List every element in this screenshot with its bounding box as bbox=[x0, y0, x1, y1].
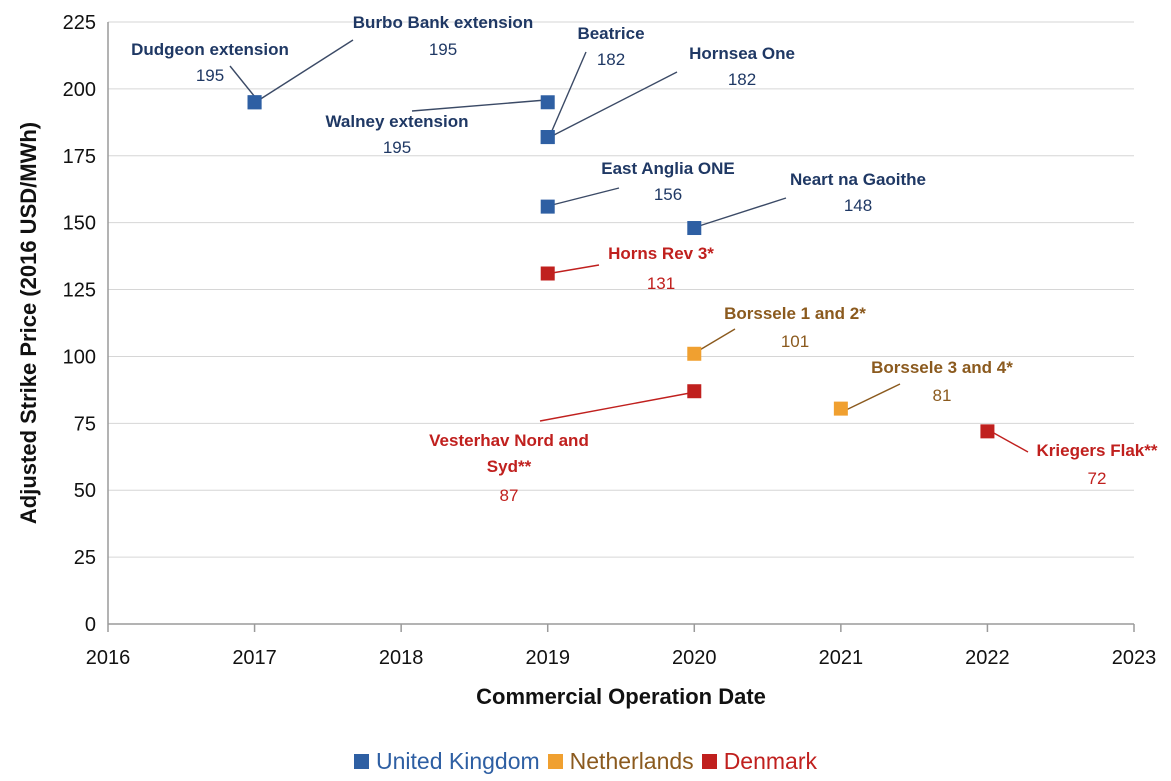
leader-line bbox=[229, 65, 256, 98]
leader-line bbox=[991, 431, 1029, 453]
leader-line bbox=[551, 71, 678, 137]
y-tick-label: 100 bbox=[63, 346, 96, 368]
legend-swatch bbox=[701, 754, 717, 769]
point-value-label: 195 bbox=[429, 40, 457, 59]
data-point bbox=[833, 401, 848, 416]
point-value-label: 182 bbox=[597, 50, 625, 69]
point-label: Burbo Bank extension bbox=[353, 13, 533, 32]
point-label: Kriegers Flak** bbox=[1037, 441, 1158, 460]
leader-line bbox=[845, 383, 901, 411]
y-tick-label: 0 bbox=[85, 614, 96, 636]
point-label: East Anglia ONE bbox=[601, 159, 735, 178]
data-point bbox=[687, 221, 702, 236]
point-label: Borssele 1 and 2* bbox=[724, 304, 866, 323]
legend-label: United Kingdom bbox=[376, 748, 540, 774]
point-value-label: 195 bbox=[196, 66, 224, 85]
x-tick-label: 2018 bbox=[379, 647, 424, 669]
x-tick-label: 2016 bbox=[86, 647, 131, 669]
leader-line bbox=[551, 187, 620, 206]
y-tick-label: 200 bbox=[63, 79, 96, 101]
point-value-label: 195 bbox=[383, 138, 411, 157]
x-tick-label: 2022 bbox=[965, 647, 1010, 669]
point-label: Borssele 3 and 4* bbox=[871, 358, 1013, 377]
point-label-line: Syd** bbox=[487, 457, 532, 476]
point-label: Beatrice bbox=[577, 24, 644, 43]
data-point bbox=[687, 384, 702, 399]
legend: United Kingdom Netherlands Denmark bbox=[0, 748, 1171, 775]
y-axis-title: Adjusted Strike Price (2016 USD/MWh) bbox=[16, 122, 41, 524]
x-tick-label: 2020 bbox=[672, 647, 717, 669]
point-value-label: 148 bbox=[844, 196, 872, 215]
point-value-label: 81 bbox=[933, 386, 952, 405]
point-label: Vesterhav Nord and Syd** bbox=[429, 431, 589, 476]
point-label: Neart na Gaoithe bbox=[790, 170, 926, 189]
legend-item: United Kingdom bbox=[354, 748, 540, 775]
y-tick-label: 75 bbox=[74, 413, 96, 435]
leader-line bbox=[698, 197, 787, 227]
legend-label: Denmark bbox=[723, 748, 817, 774]
point-label: Dudgeon extension bbox=[131, 40, 289, 59]
x-axis-title: Commercial Operation Date bbox=[476, 684, 766, 709]
data-point bbox=[540, 266, 555, 281]
x-tick-label: 2019 bbox=[525, 647, 570, 669]
leader-line bbox=[258, 39, 354, 101]
series-netherlands: Borssele 1 and 2* 101 Borssele 3 and 4* 81 bbox=[687, 304, 1013, 416]
point-value-label: 156 bbox=[654, 185, 682, 204]
y-tick-label: 150 bbox=[63, 213, 96, 235]
data-point bbox=[247, 95, 262, 110]
data-point bbox=[687, 346, 702, 361]
y-tick-label: 25 bbox=[74, 547, 96, 569]
leader-line bbox=[551, 264, 600, 274]
data-point bbox=[980, 424, 995, 439]
point-value-label: 131 bbox=[647, 274, 675, 293]
series-united-kingdom: Dudgeon extension 195 Burbo Bank extension… bbox=[131, 13, 926, 236]
leader-line bbox=[539, 392, 691, 422]
data-point bbox=[540, 130, 555, 145]
x-tick-label: 2023 bbox=[1112, 647, 1157, 669]
legend-item: Netherlands bbox=[547, 748, 694, 775]
point-value-label: 72 bbox=[1088, 469, 1107, 488]
point-label: Horns Rev 3* bbox=[608, 244, 714, 263]
point-label: Hornsea One bbox=[689, 44, 795, 63]
point-label-line: Vesterhav Nord and bbox=[429, 431, 589, 450]
point-value-label: 101 bbox=[781, 332, 809, 351]
legend-item: Denmark bbox=[701, 748, 817, 775]
y-tick-label: 175 bbox=[63, 146, 96, 168]
leader-line bbox=[697, 328, 736, 352]
y-tick-label: 125 bbox=[63, 280, 96, 302]
x-tick-label: 2021 bbox=[819, 647, 864, 669]
chart: 0 25 50 75 100 125 150 175 200 225 2016 2017 2018 201… bbox=[16, 12, 1158, 709]
point-label: Walney extension bbox=[326, 112, 469, 131]
x-tick-label: 2017 bbox=[232, 647, 277, 669]
leader-line bbox=[411, 99, 547, 112]
point-value-label: 87 bbox=[500, 486, 519, 505]
legend-swatch bbox=[354, 754, 369, 769]
point-value-label: 182 bbox=[728, 70, 756, 89]
legend-swatch bbox=[547, 754, 563, 769]
series-denmark: Horns Rev 3* 131 Vesterhav Nord and Syd** 87… bbox=[429, 244, 1158, 505]
legend-label: Netherlands bbox=[569, 748, 694, 774]
y-tick-label: 225 bbox=[63, 12, 96, 34]
leader-line bbox=[550, 51, 587, 134]
data-point bbox=[540, 199, 555, 214]
data-point bbox=[540, 95, 555, 110]
y-tick-label: 50 bbox=[74, 480, 96, 502]
